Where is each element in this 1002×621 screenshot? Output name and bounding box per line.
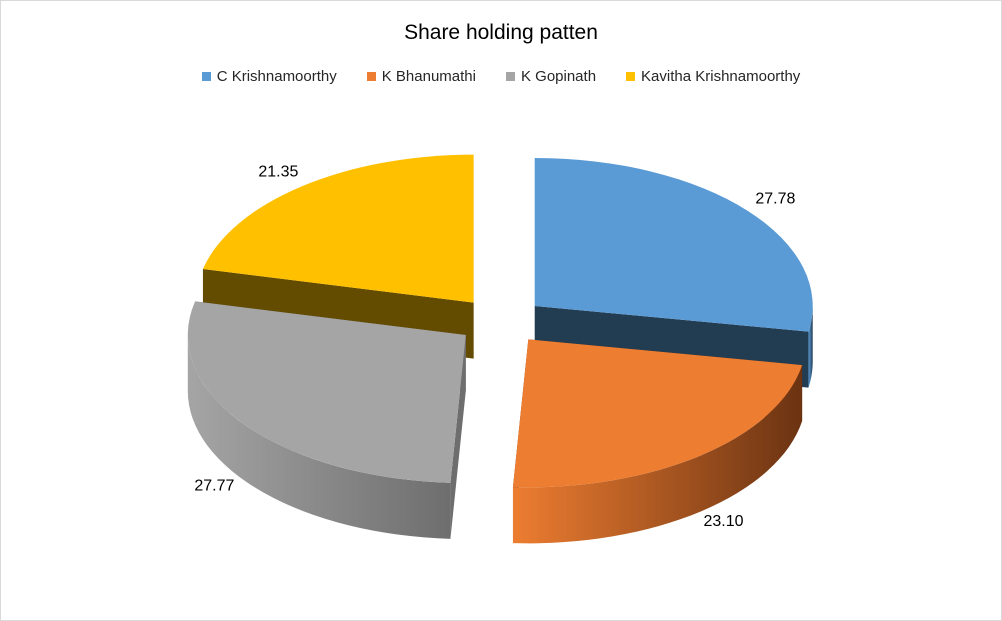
pie-slice-group-k-gopinath [187, 301, 466, 539]
legend-swatch-c-krishnamoorthy [201, 72, 211, 81]
pie-slice-k-gopinath [187, 301, 466, 483]
pie-slice-group-k-bhanumathi [512, 339, 803, 544]
pie-slice-k-bhanumathi [512, 339, 803, 488]
data-label-kavitha-krishnamoorthy: 21.35 [258, 164, 298, 181]
legend-label-c-krishnamoorthy: C Krishnamoorthy [216, 68, 337, 85]
chart-legend: C Krishnamoorthy K Bhanumathi K Gopinath… [1, 68, 1001, 85]
legend-swatch-k-gopinath [505, 72, 515, 81]
chart-title: Share holding patten [404, 21, 598, 44]
legend-label-kavitha-krishnamoorthy: Kavitha Krishnamoorthy [641, 68, 801, 85]
pie-slice-side-k-bhanumathi [512, 365, 803, 544]
data-label-k-bhanumathi: 23.10 [703, 513, 743, 530]
pie-slice-c-krishnamoorthy [534, 157, 813, 332]
pie-slice-kavitha-krishnamoorthy [202, 154, 474, 303]
legend-entry-c-krishnamoorthy: C Krishnamoorthy [201, 68, 337, 85]
data-label-c-krishnamoorthy: 27.78 [755, 190, 795, 207]
legend-swatch-k-bhanumathi [366, 72, 376, 81]
legend-entry-kavitha-krishnamoorthy: Kavitha Krishnamoorthy [626, 68, 800, 85]
legend-entry-k-gopinath: K Gopinath [505, 68, 597, 85]
pie-slice-side-c-krishnamoorthy [808, 305, 813, 388]
legend-label-k-gopinath: K Gopinath [520, 68, 597, 85]
data-label-k-gopinath: 27.77 [194, 478, 234, 495]
legend-swatch-kavitha-krishnamoorthy [626, 72, 636, 81]
pie-slice-side-k-gopinath [187, 335, 451, 539]
legend-entry-k-bhanumathi: K Bhanumathi [366, 68, 476, 85]
legend-label-k-bhanumathi: K Bhanumathi [381, 68, 476, 85]
